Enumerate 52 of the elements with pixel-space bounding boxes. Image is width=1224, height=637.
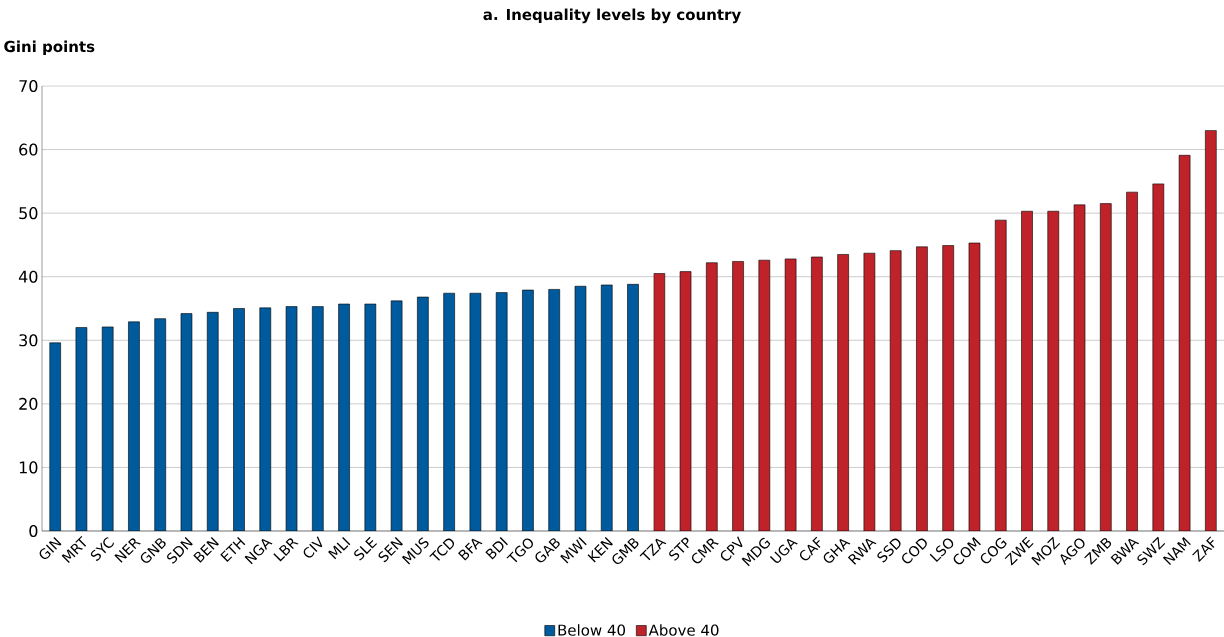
x-tick-label: GIN <box>39 537 62 559</box>
x-tick-label: BFA <box>458 538 483 561</box>
bar <box>496 292 508 531</box>
y-tick-label: 60 <box>19 143 38 156</box>
bar <box>811 257 823 531</box>
bar <box>627 284 639 531</box>
bar <box>916 246 928 531</box>
bar <box>1205 130 1217 531</box>
x-tick-label: BDI <box>485 536 508 560</box>
y-tick-label: 0 <box>29 524 38 538</box>
x-tick-label: TCD <box>429 538 455 561</box>
bar <box>890 250 902 531</box>
bar <box>522 290 534 531</box>
y-axis-title: Gini points <box>4 40 95 56</box>
bar <box>259 307 271 531</box>
y-tick-label: 30 <box>19 334 38 347</box>
bar <box>601 284 613 531</box>
bar <box>443 293 455 531</box>
x-tick-label: CIV <box>303 536 323 558</box>
bar <box>128 321 140 531</box>
chart-title: a. Inequality levels by country <box>483 8 741 24</box>
y-tick-label: 10 <box>19 461 38 474</box>
bar <box>758 260 770 531</box>
bar <box>207 312 219 531</box>
legend-label: Above 40 <box>648 624 719 636</box>
bar <box>338 304 350 531</box>
bar <box>995 220 1007 531</box>
bar <box>102 326 114 531</box>
bar <box>942 245 954 531</box>
bar <box>1126 192 1138 531</box>
x-tick-label: TZA <box>639 538 667 561</box>
bar <box>1100 203 1112 531</box>
bar <box>154 318 166 531</box>
bar <box>706 262 718 531</box>
bar <box>417 297 429 531</box>
bar <box>1021 211 1033 531</box>
bar <box>732 261 744 531</box>
bar <box>837 254 849 531</box>
legend-label: Below 40 <box>558 624 626 636</box>
y-tick-label: 50 <box>19 207 38 220</box>
y-tick-label: 20 <box>19 397 38 410</box>
bar <box>364 304 376 531</box>
bar <box>312 306 324 531</box>
bar <box>233 308 245 531</box>
bar <box>653 273 665 531</box>
bar <box>1047 211 1059 531</box>
y-tick-label: 40 <box>18 270 38 283</box>
x-tick-label: MLI <box>328 536 351 560</box>
bar <box>548 289 560 531</box>
bar <box>1152 183 1164 531</box>
y-tick-label: 70 <box>19 79 38 93</box>
bar <box>49 342 61 531</box>
